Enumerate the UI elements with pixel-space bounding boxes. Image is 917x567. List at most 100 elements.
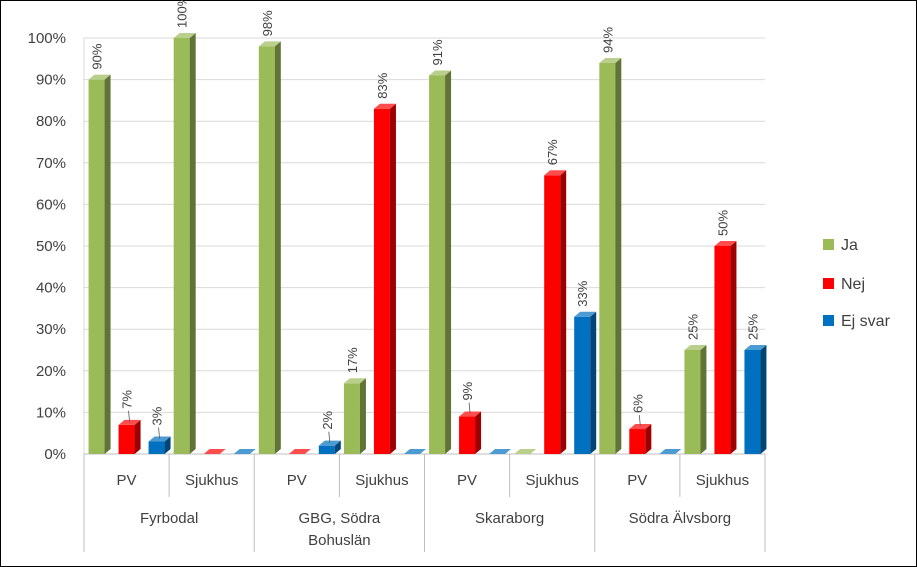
bar-nej	[544, 175, 561, 454]
y-tick-label: 60%	[36, 196, 66, 213]
leader-line	[468, 402, 471, 414]
data-label: 50%	[715, 210, 730, 236]
y-tick-label: 70%	[36, 155, 66, 172]
x-group-label: Södra Älvsborg	[629, 510, 732, 527]
bar-ja	[684, 350, 701, 454]
x-group-label: Skaraborg	[475, 510, 544, 527]
data-label: 7%	[120, 390, 135, 409]
x-category-label: PV	[457, 472, 477, 489]
bar-top	[459, 411, 482, 417]
data-label: 67%	[545, 139, 560, 165]
x-category-label: Sjukhus	[696, 472, 749, 489]
y-tick-label: 20%	[36, 363, 66, 380]
legend-label: Nej	[841, 276, 865, 293]
bar-top	[489, 449, 512, 454]
y-tick-label: 90%	[36, 72, 66, 89]
bar-top	[684, 345, 707, 350]
y-tick-label: 40%	[36, 280, 66, 297]
data-label: 33%	[575, 280, 590, 306]
legend-label: Ja	[841, 237, 858, 254]
bar-top	[318, 440, 341, 446]
bar-side	[164, 436, 171, 454]
bar-top	[173, 33, 196, 38]
x-category-label: PV	[287, 472, 307, 489]
bar-top	[659, 449, 682, 454]
x-category-label: Sjukhus	[526, 472, 579, 489]
x-category-label: Sjukhus	[355, 472, 408, 489]
y-tick-label: 50%	[36, 238, 66, 255]
bar-side	[730, 241, 737, 454]
data-label: 9%	[460, 381, 475, 400]
bar-side	[760, 345, 767, 454]
bar-side	[445, 70, 452, 454]
bar-top	[714, 241, 737, 246]
x-group-label: Fyrbodal	[140, 510, 198, 527]
leader-line	[638, 415, 641, 427]
bar-side	[274, 41, 281, 454]
data-label: 91%	[430, 39, 445, 65]
bar-top	[429, 70, 452, 76]
bar-side	[700, 345, 707, 454]
bar-top	[574, 311, 597, 317]
x-category-label: PV	[627, 472, 647, 489]
y-tick-label: 10%	[36, 404, 66, 421]
x-group-label: Bohuslän	[308, 532, 371, 549]
bar-nej	[373, 108, 390, 454]
y-tick-label: 0%	[44, 446, 66, 463]
bar-top	[373, 103, 396, 109]
bar-top	[599, 57, 622, 63]
bar-side	[334, 440, 341, 454]
bar-ja	[343, 383, 360, 454]
data-label: 2%	[320, 410, 335, 429]
bar-ja	[258, 46, 275, 454]
bar-side	[189, 33, 196, 454]
legend-swatch	[823, 239, 834, 250]
bar-side	[104, 74, 111, 454]
bar-top	[403, 449, 426, 454]
data-label: 3%	[150, 406, 165, 425]
x-group-label: GBG, Södra	[299, 510, 381, 527]
bar-nej	[459, 416, 476, 454]
bar-top	[88, 74, 111, 80]
bar-nej	[629, 429, 646, 454]
data-label: 98%	[260, 10, 275, 36]
x-category-label: Sjukhus	[185, 472, 238, 489]
bar-side	[475, 411, 482, 454]
bar-ja	[173, 38, 190, 454]
bar-top	[514, 449, 537, 454]
bar-side	[389, 103, 396, 454]
leader-line	[128, 410, 130, 422]
bar-top	[744, 345, 767, 350]
data-label: 25%	[685, 314, 700, 340]
bar-ej-svar	[148, 441, 165, 454]
data-label: 94%	[600, 27, 615, 53]
bar-top	[288, 449, 311, 454]
bar-nej	[714, 246, 731, 454]
data-label: 6%	[630, 394, 645, 413]
bar-side	[134, 419, 141, 454]
data-label: 17%	[345, 347, 360, 373]
legend-swatch	[823, 315, 834, 326]
bar-side	[615, 57, 622, 455]
bar-ej-svar	[574, 316, 591, 454]
legend-swatch	[823, 278, 834, 289]
bar-top	[629, 424, 652, 430]
bar-side	[359, 378, 366, 454]
y-tick-label: 30%	[36, 321, 66, 338]
data-label: 83%	[375, 72, 390, 98]
x-category-label: PV	[117, 472, 137, 489]
y-tick-label: 80%	[36, 113, 66, 130]
data-label: 90%	[90, 43, 105, 69]
leader-line	[158, 427, 160, 439]
y-tick-label: 100%	[28, 30, 66, 47]
bar-top	[118, 419, 141, 425]
bar-top	[203, 449, 226, 454]
bar-ej-svar	[318, 445, 335, 454]
bar-ej-svar	[744, 350, 761, 454]
bar-top	[343, 378, 366, 384]
bar-ja	[88, 79, 105, 454]
leader-line	[328, 431, 331, 443]
bar-side	[645, 424, 652, 454]
